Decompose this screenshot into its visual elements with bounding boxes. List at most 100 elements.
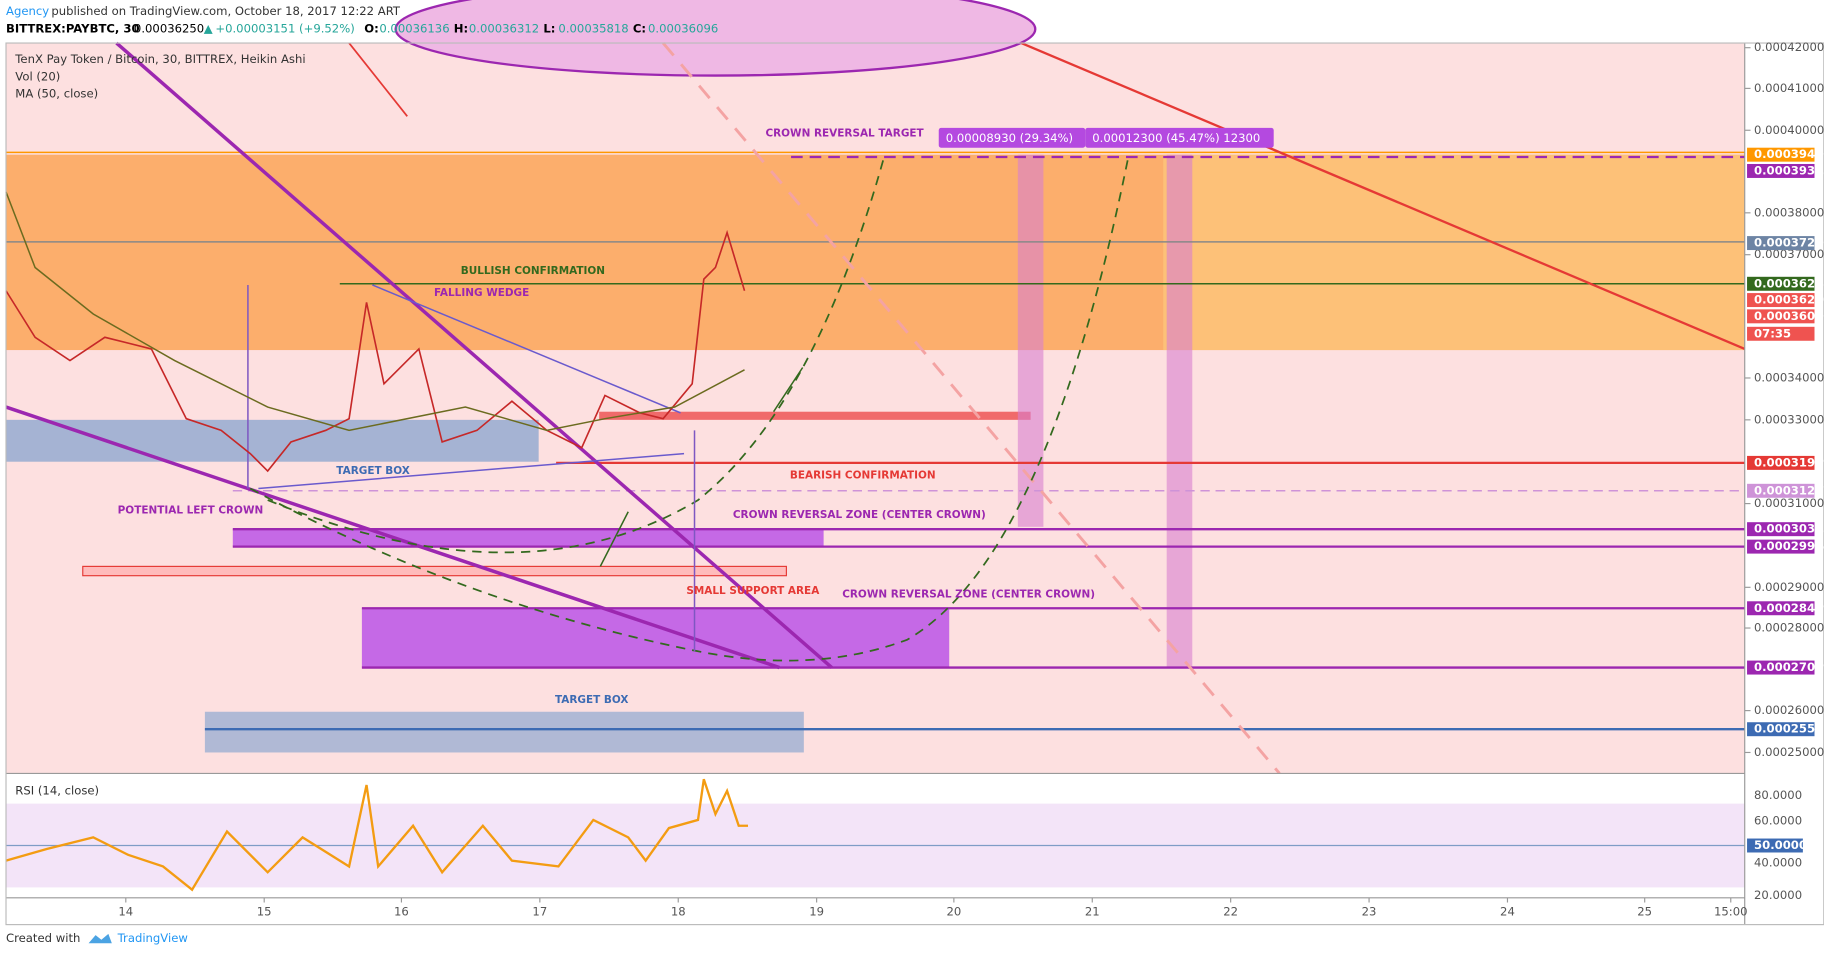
price-marker-label: 0.00028469: [1754, 601, 1824, 615]
price-marker: [1747, 660, 1815, 675]
price-marker-label: 0.00031287: [1754, 483, 1824, 497]
measure-box: [1085, 127, 1274, 148]
ellipse: [394, 0, 1037, 77]
levels: [5, 41, 1746, 775]
price-marker: [1747, 293, 1815, 308]
footer-brand: TradingView: [117, 931, 189, 945]
date-label: 16: [394, 904, 409, 918]
header-field: BITTREX:PAYBTC, 30: [6, 22, 140, 36]
price-marker: [1747, 722, 1815, 737]
price-marker-label: 0.00037286: [1754, 236, 1824, 250]
price-marker: [1747, 601, 1815, 616]
measure-bar: [1166, 154, 1193, 668]
price-tick-label: 0.00031000: [1754, 496, 1824, 510]
author: Agency: [6, 4, 49, 18]
date-label: 19: [809, 904, 824, 918]
price-tick-label: 0.00042000: [1754, 40, 1824, 54]
price-marker: [1747, 539, 1815, 554]
header-field: H:: [454, 22, 468, 36]
annotation: TARGET BOX: [336, 465, 409, 477]
annotation: FALLING WEDGE: [434, 287, 529, 299]
price-tick-label: 0.00038000: [1754, 205, 1824, 219]
annotation: TARGET BOX: [555, 694, 629, 706]
price-tick-label: 0.00029000: [1754, 580, 1824, 594]
annotation: BULLISH CONFIRMATION: [461, 265, 605, 277]
rsi-title: RSI (14, close): [15, 783, 99, 797]
rsi-tick-label: 60.0000: [1754, 814, 1802, 828]
annotation: CROWN REVERSAL ZONE (CENTER CROWN): [842, 588, 1095, 600]
price-tick-label: 0.00040000: [1754, 123, 1824, 137]
rsi-marker-label: 50.0000: [1754, 838, 1807, 852]
date-label: 17: [532, 904, 547, 918]
price-marker-label: 0.00027049: [1754, 660, 1824, 674]
price-marker: [1747, 163, 1815, 178]
date-label: 18: [671, 904, 686, 918]
rsi-marker: [1747, 838, 1803, 853]
price-line: [5, 229, 746, 473]
measure-box: [938, 127, 1086, 148]
price-marker: [1747, 309, 1815, 324]
price-marker-label: 0.00031959: [1754, 455, 1824, 469]
header-field: C:: [633, 22, 646, 36]
price-marker: [1747, 455, 1815, 470]
price-marker: [1747, 276, 1815, 291]
rsi-tick-label: 40.0000: [1754, 855, 1802, 869]
rsi-tick-label: 20.0000: [1754, 888, 1802, 902]
published: published on TradingView.com, October 18…: [51, 4, 401, 18]
date-label: 20: [946, 904, 961, 918]
footer-created: Created with: [6, 931, 80, 945]
header-field: 0.00036096: [648, 22, 718, 36]
header-field: O:: [364, 22, 379, 36]
price-tick-label: 0.00041000: [1754, 81, 1824, 95]
price-marker-label: 0.00036096: [1754, 309, 1824, 323]
price-marker-label: 0.00039406: [1754, 147, 1824, 161]
date-label: 21: [1085, 904, 1100, 918]
price-marker: [1747, 326, 1815, 341]
annotation: POTENTIAL LEFT CROWN: [118, 505, 264, 517]
measure-label: 0.00008930 (29.34%): [946, 131, 1073, 145]
annotation: BEARISH CONFIRMATION: [790, 470, 936, 482]
annotation: SMALL SUPPORT AREA: [686, 585, 820, 597]
price-marker-label: 0.00030363: [1754, 522, 1824, 536]
price-marker: [1747, 522, 1815, 537]
price-marker: [1747, 483, 1815, 498]
price-marker-label: 0.00036268: [1754, 276, 1824, 290]
date-label: 15:00: [1714, 904, 1748, 918]
date-label: 22: [1223, 904, 1238, 918]
date-label: 24: [1500, 904, 1515, 918]
rsi-line: [5, 778, 749, 892]
price-marker-label: 07:35: [1754, 326, 1791, 340]
header-field: 0.00036312: [469, 22, 539, 36]
price-tick-label: 0.00026000: [1754, 703, 1824, 717]
header-field: 0.00035818: [558, 22, 628, 36]
date-label: 14: [118, 904, 133, 918]
price-tick-label: 0.00034000: [1754, 370, 1824, 384]
price-marker-label: 0.00025555: [1754, 722, 1824, 736]
annotation: CROWN REVERSAL ZONE (CENTER CROWN): [733, 509, 986, 521]
price-marker: [1747, 147, 1815, 162]
header-field: L:: [543, 22, 555, 36]
legend-item: TenX Pay Token / Bitcoin, 30, BITTREX, H…: [14, 52, 305, 66]
rsi-tick-label: 80.0000: [1754, 788, 1802, 802]
target-box: [204, 711, 804, 753]
date-label: 23: [1362, 904, 1377, 918]
crown-zone: [361, 608, 950, 668]
measure-label: 0.00012300 (45.47%) 12300: [1092, 131, 1260, 145]
support-area: [82, 565, 787, 577]
price-tick-label: 0.00037000: [1754, 247, 1824, 261]
header-field: +0.00003151 (+9.52%): [215, 22, 354, 36]
tv-logo: [88, 933, 112, 944]
price-tick-label: 0.00028000: [1754, 621, 1824, 635]
price-marker-label: 0.00036250: [1754, 293, 1824, 307]
date-label: 15: [257, 904, 272, 918]
legend-item: MA (50, close): [15, 87, 98, 101]
target-box: [6, 419, 539, 462]
price-marker: [1747, 236, 1815, 251]
measure-bar: [1017, 154, 1044, 527]
price-tick-label: 0.00033000: [1754, 412, 1824, 426]
price-marker-label: 0.00029954: [1754, 539, 1824, 553]
orange-zone-right: [1163, 154, 1745, 351]
crown-zone: [232, 529, 824, 547]
price-marker-label: 0.00039303: [1754, 163, 1824, 177]
